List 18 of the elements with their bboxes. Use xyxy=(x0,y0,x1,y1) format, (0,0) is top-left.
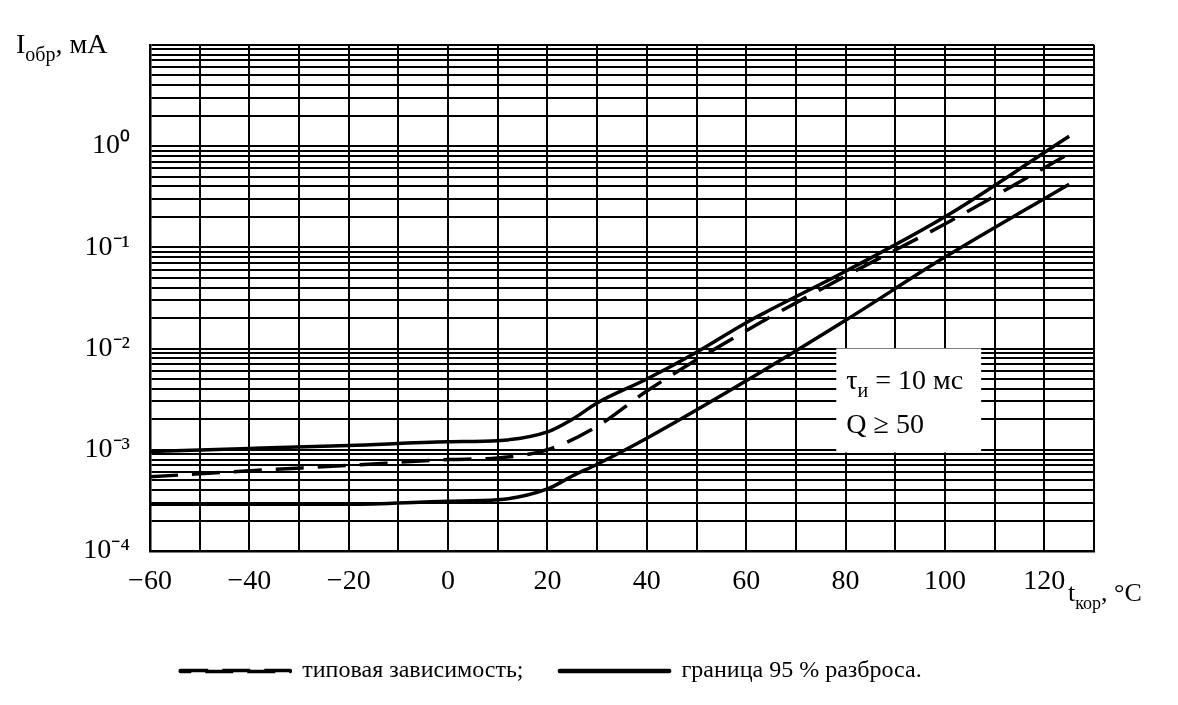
x-tick-label: 100 xyxy=(923,564,966,596)
legend-label: типовая зависимость; xyxy=(302,656,524,683)
x-tick-label: 40 xyxy=(632,564,661,596)
x-tick-label: 120 xyxy=(1023,564,1066,596)
x-tick-label: −20 xyxy=(326,564,371,596)
y-tick-label: 10⁻³ xyxy=(84,432,130,464)
y-tick-label: 10⁻¹ xyxy=(84,229,130,261)
annotation: Q ≥ 50 xyxy=(846,407,924,439)
y-tick-label: 10⁻⁴ xyxy=(83,533,130,565)
x-tick-label: −60 xyxy=(128,564,172,596)
x-tick-label: 0 xyxy=(441,564,456,596)
x-tick-label: −40 xyxy=(227,564,272,596)
x-tick-label: 60 xyxy=(732,564,761,596)
y-tick-label: 10⁰ xyxy=(92,128,130,160)
legend-label: граница 95 % разброса. xyxy=(681,656,922,683)
y-tick-label: 10⁻² xyxy=(84,330,130,362)
x-tick-label: 20 xyxy=(533,564,562,596)
x-tick-label: 80 xyxy=(831,564,860,596)
